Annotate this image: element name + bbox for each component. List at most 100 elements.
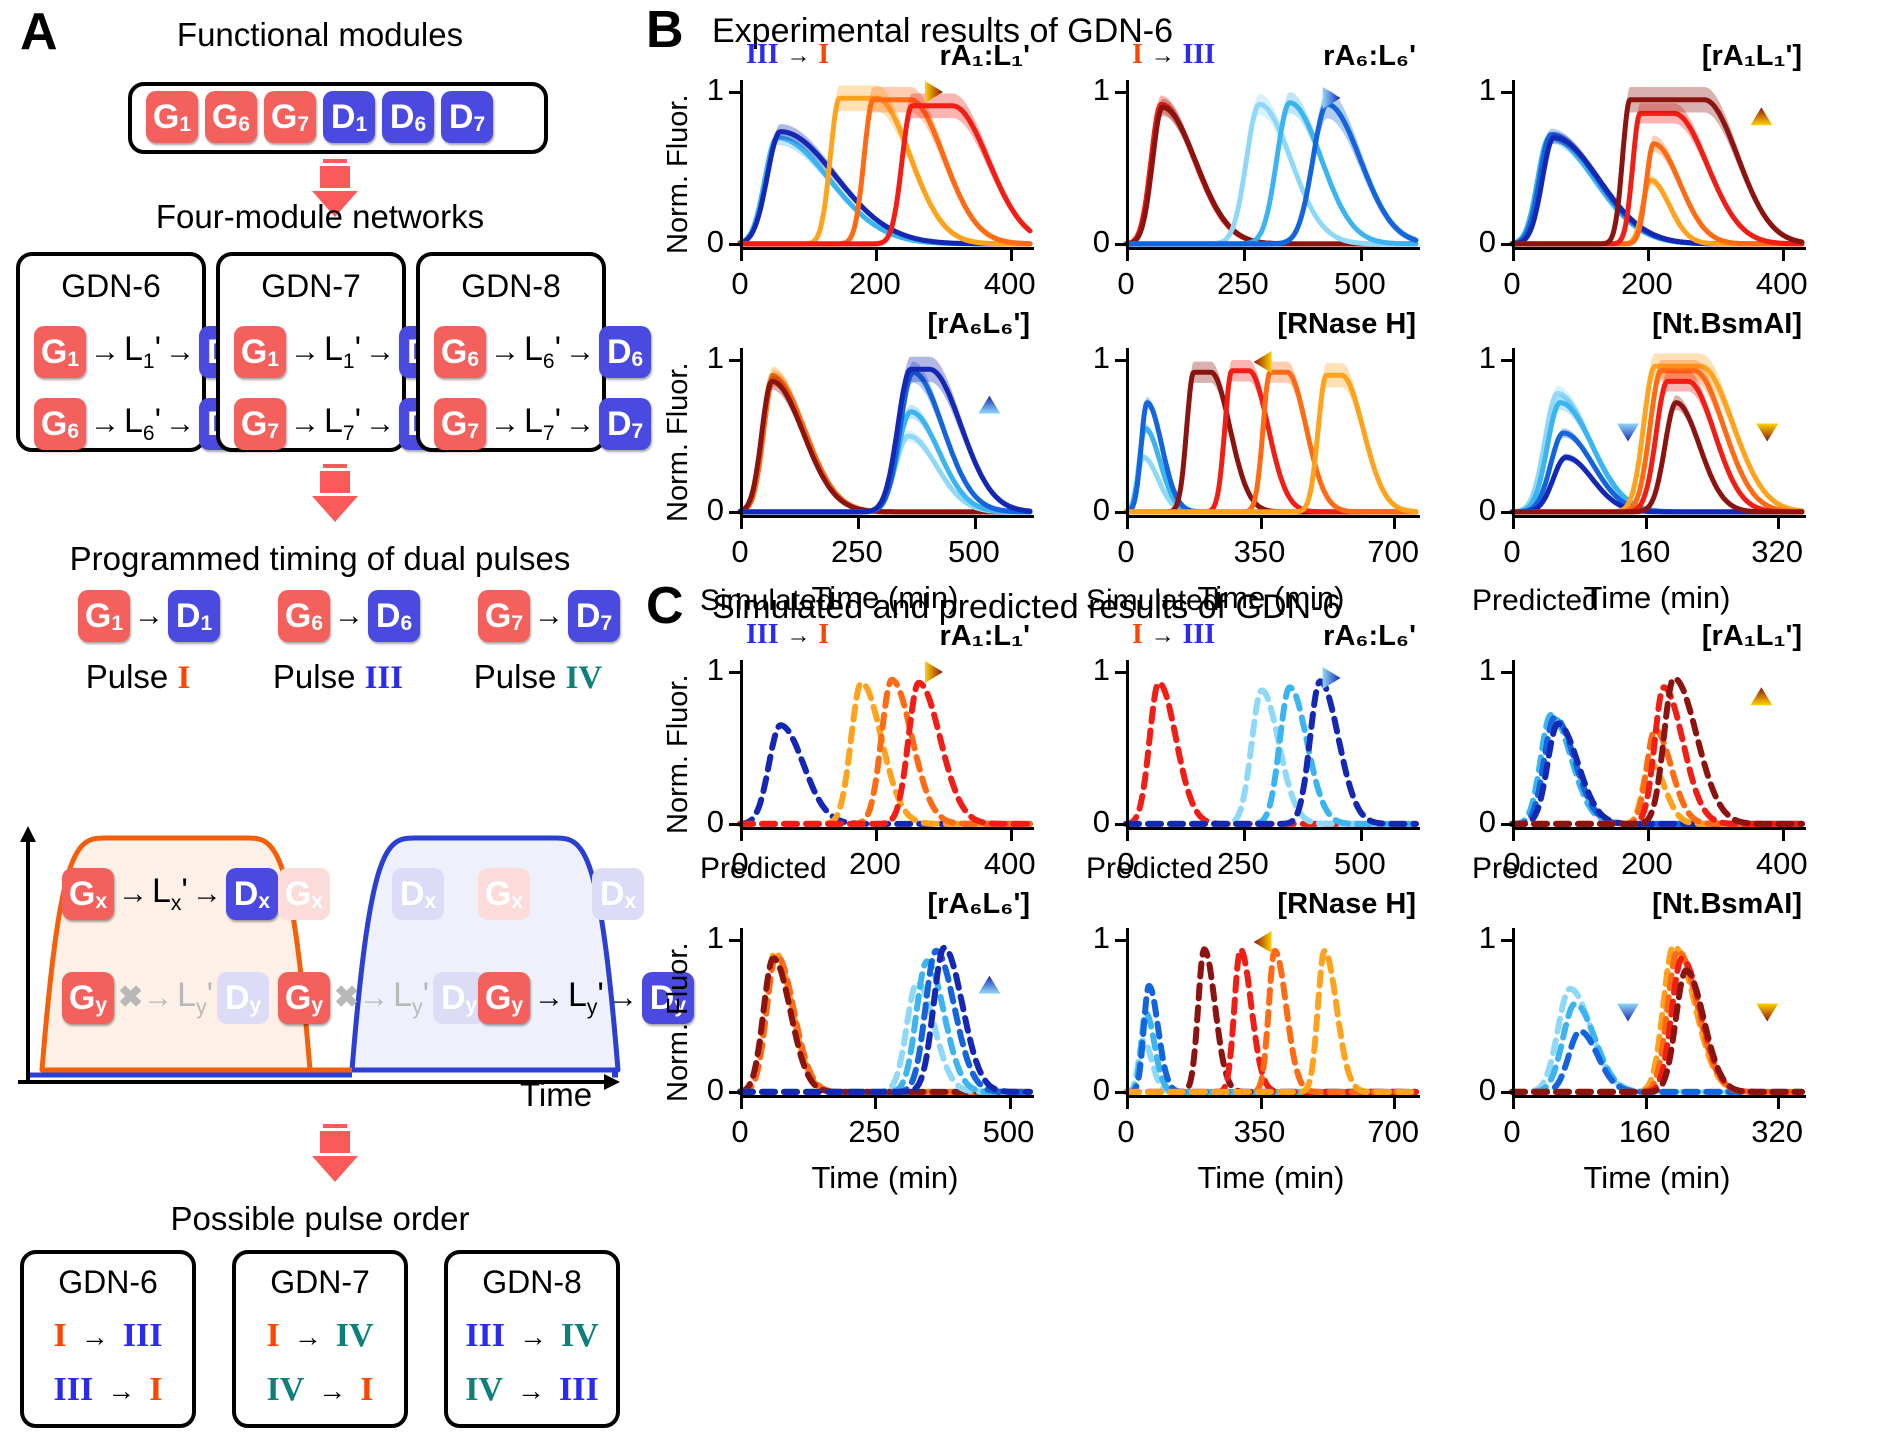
pulse-order-name-GDN-7: GDN-7 — [270, 1264, 370, 1300]
link-label: L7' — [324, 402, 362, 445]
x-axis — [1512, 247, 1806, 250]
arrow-icon: → — [518, 1321, 547, 1352]
x-tick — [1646, 830, 1650, 841]
arrow-icon: → — [607, 981, 638, 1014]
chart-C4: 0 1 0 250 500 [rA₆L₆'] Predicted — [700, 852, 1034, 1149]
chart-plot-area-C6 — [1509, 943, 1805, 1095]
y-axis — [1126, 348, 1129, 522]
x-tick-label: 500 — [1333, 266, 1386, 301]
y-tick-label: 0 — [706, 803, 724, 839]
x-axis-label-C5: Time (min) — [1197, 1160, 1345, 1195]
x-tick — [1242, 830, 1246, 841]
y-tick-label: 1 — [1092, 340, 1110, 376]
roman-numeral-III: III — [559, 1371, 599, 1408]
x-tick-label: 500 — [1333, 846, 1386, 881]
y-axis — [1512, 348, 1515, 522]
x-tick — [1781, 250, 1785, 261]
blocked-arrow-icon: ✖→ — [118, 981, 174, 1014]
roman-numeral-III: III — [53, 1371, 94, 1408]
arrow-icon: → — [90, 335, 120, 368]
roman-numeral-IV: IV — [560, 1317, 599, 1354]
x-tick — [1646, 250, 1650, 261]
chart-tag-C1: Simulated — [700, 584, 834, 617]
y-tick — [1501, 671, 1512, 675]
y-tick — [1501, 1090, 1512, 1094]
x-tick — [1009, 250, 1013, 261]
plot-title-B3: [rA₁L₁'] — [1701, 40, 1802, 72]
chart-plot-area-C1 — [737, 676, 1033, 827]
y-axis — [740, 928, 743, 1102]
x-tick — [874, 830, 878, 841]
y-tick — [1115, 359, 1126, 363]
series-r3 — [1123, 948, 1419, 1095]
x-axis-label-B6: Time (min) — [1583, 580, 1731, 615]
x-tick-label: 400 — [983, 266, 1036, 301]
link-label: Lx' — [152, 872, 188, 915]
y-axis — [1512, 80, 1515, 254]
series-r1 — [1509, 141, 1805, 247]
y-tick — [1115, 939, 1126, 943]
plot-title-C3: [rA₁L₁'] — [1701, 620, 1802, 652]
y-tick-label: 1 — [706, 340, 724, 376]
y-tick — [729, 671, 740, 675]
y-tick-label: 1 — [1478, 652, 1496, 688]
series-bl4 — [737, 366, 1033, 515]
series-o4 — [1509, 400, 1805, 515]
x-tick — [1359, 830, 1363, 841]
series-pulseI-2 — [737, 97, 1033, 247]
sequence-label-C1: III → I — [746, 619, 830, 650]
error-band — [1512, 135, 1802, 247]
y-tick-label: 0 — [1092, 491, 1110, 527]
arrow-icon: → — [134, 599, 164, 632]
x-axis — [1512, 827, 1806, 830]
x-tick — [1781, 830, 1785, 841]
y-tick-label: 1 — [1478, 340, 1496, 376]
chart-tag-C5: Predicted — [1086, 852, 1213, 885]
roman-numeral-IV: IV — [335, 1317, 374, 1354]
arrow-icon: → — [490, 335, 520, 368]
x-tick — [1512, 518, 1515, 529]
x-tick-label: 350 — [1233, 534, 1286, 569]
x-tick-label: 160 — [1618, 534, 1671, 569]
roman-numeral-I: I — [177, 660, 191, 696]
chart-plot-area-C3 — [1509, 675, 1805, 827]
roman-numeral-I: I — [360, 1371, 374, 1408]
y-tick — [729, 510, 740, 514]
chart-plot-area-B5 — [1123, 360, 1419, 515]
arrow-icon: → — [534, 599, 564, 632]
y-tick — [1501, 359, 1512, 363]
pulse-modules: G 7 → D 7 — [478, 590, 620, 642]
x-tick — [1259, 1098, 1263, 1109]
x-tick-label: 250 — [848, 1114, 901, 1149]
x-tick — [1259, 518, 1263, 529]
chart-tag-C3: Predicted — [1472, 584, 1599, 617]
link-label: Ly' — [393, 976, 430, 1019]
chart-C2: 0 1 0 250 500 rA₆:L₆' I → III Simulated — [1086, 584, 1420, 881]
error-band — [1126, 90, 1416, 247]
series-pulseI-3 — [737, 103, 1033, 247]
y-tick — [1115, 242, 1126, 246]
roman-numeral-III: III — [122, 1317, 163, 1354]
x-tick — [1512, 1098, 1515, 1109]
y-tick — [1115, 822, 1126, 826]
series-pulseI-1 — [737, 95, 1033, 247]
arrow-icon: → — [290, 335, 320, 368]
y-tick-label: 0 — [1478, 803, 1496, 839]
arrow-icon: → — [191, 877, 222, 910]
x-axis-label-C6: Time (min) — [1583, 1160, 1731, 1195]
x-axis-label-B4: Time (min) — [811, 580, 959, 615]
y-axis — [1126, 928, 1129, 1102]
